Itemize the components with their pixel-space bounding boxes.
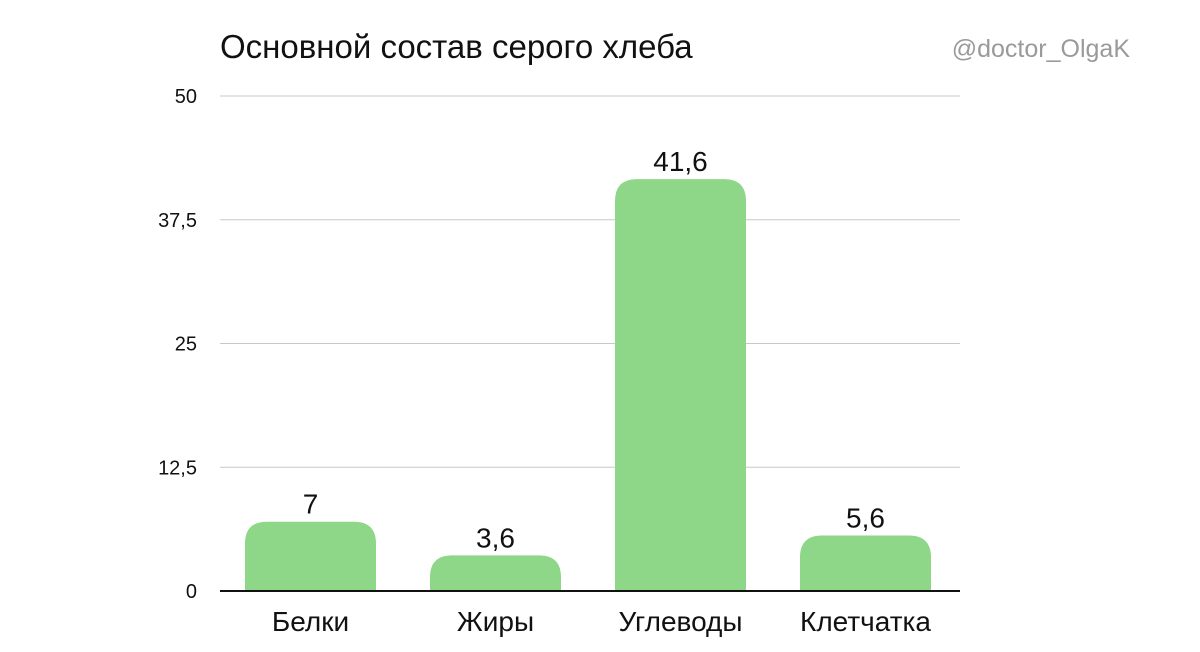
grid-lines (220, 95, 960, 468)
bar-1 (245, 521, 376, 591)
x-axis-categories: Белки Жиры Углеводы Клетчатка (272, 606, 932, 637)
bar-4 (800, 535, 931, 591)
value-label: 3,6 (476, 522, 515, 553)
value-label: 5,6 (846, 503, 885, 534)
value-label: 7 (303, 489, 319, 520)
y-tick-label: 12,5 (158, 457, 197, 479)
y-tick-label: 25 (175, 334, 197, 356)
category-label: Жиры (457, 606, 534, 637)
bar-2 (430, 555, 561, 591)
y-tick-label: 37,5 (158, 210, 197, 232)
y-tick-label: 0 (186, 581, 197, 603)
y-tick-label: 50 (175, 86, 197, 108)
category-label: Клетчатка (800, 606, 931, 637)
category-label: Углеводы (618, 606, 742, 637)
bar-3 (615, 179, 746, 591)
category-label: Белки (272, 606, 349, 637)
chart-title: Основной состав серого хлеба (220, 28, 693, 65)
author-watermark: @doctor_OlgaK (951, 35, 1130, 63)
value-labels: 7 3,6 41,6 5,6 (303, 146, 885, 553)
value-label: 41,6 (653, 146, 708, 177)
bars (245, 179, 931, 591)
y-axis-ticks: 0 12,5 25 37,5 50 (158, 86, 197, 603)
